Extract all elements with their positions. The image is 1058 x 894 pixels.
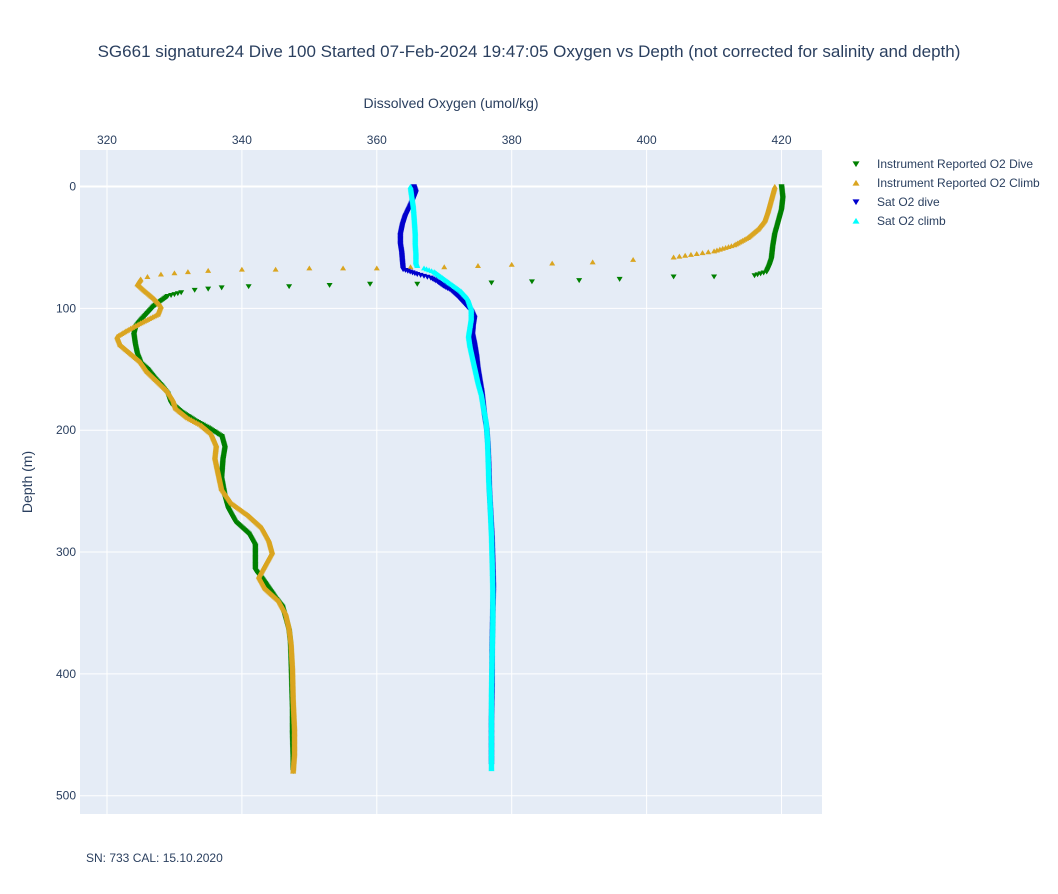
data-point xyxy=(414,263,421,268)
legend-marker xyxy=(852,161,860,168)
data-point xyxy=(340,265,347,271)
data-point xyxy=(171,270,178,276)
data-point xyxy=(306,265,313,271)
legend-marker xyxy=(852,217,860,224)
data-point xyxy=(245,284,252,290)
legend-item[interactable]: Sat O2 dive xyxy=(852,195,941,209)
legend-item[interactable]: Instrument Reported O2 Climb xyxy=(852,176,1041,190)
data-point xyxy=(238,266,245,272)
data-point xyxy=(549,260,556,266)
legend-label: Sat O2 dive xyxy=(877,195,940,209)
data-point xyxy=(290,768,297,774)
legend-item[interactable]: Instrument Reported O2 Dive xyxy=(852,157,1034,171)
data-point xyxy=(528,279,535,285)
y-axis-title: Depth (m) xyxy=(19,451,35,513)
x-tick-label: 420 xyxy=(772,133,792,147)
legend: Instrument Reported O2 Dive Instrument Re… xyxy=(852,157,1041,228)
legend-label: Instrument Reported O2 Dive xyxy=(877,157,1033,171)
y-axis-ticks: 0 100 200 300 400 500 xyxy=(56,180,76,803)
data-point xyxy=(157,271,164,277)
y-tick-label: 300 xyxy=(56,545,76,559)
x-tick-label: 400 xyxy=(637,133,657,147)
data-point xyxy=(205,286,212,292)
x-axis-title: Dissolved Oxygen (umol/kg) xyxy=(363,95,538,111)
data-point xyxy=(576,278,583,284)
data-point xyxy=(286,284,293,290)
data-point xyxy=(670,254,677,260)
x-tick-label: 360 xyxy=(367,133,387,147)
data-point xyxy=(693,251,700,256)
series-instrument-reported-o2-climb xyxy=(114,183,778,774)
legend-label: Sat O2 climb xyxy=(877,214,946,228)
data-point xyxy=(373,265,380,271)
data-point xyxy=(630,256,637,262)
legend-label: Instrument Reported O2 Climb xyxy=(877,176,1040,190)
data-point xyxy=(711,248,718,254)
plot-area[interactable] xyxy=(80,150,822,814)
y-tick-label: 100 xyxy=(56,301,76,315)
data-point xyxy=(407,264,414,270)
data-point xyxy=(441,264,448,270)
grid-lines xyxy=(80,150,822,814)
y-tick-label: 0 xyxy=(69,180,76,194)
data-point xyxy=(705,249,712,255)
y-tick-label: 400 xyxy=(56,667,76,681)
data-point xyxy=(474,263,481,268)
data-point xyxy=(682,252,689,258)
data-point xyxy=(699,250,706,256)
data-point xyxy=(414,281,421,287)
data-point xyxy=(205,267,212,273)
series-sat-o2-climb xyxy=(407,183,496,772)
y-tick-label: 500 xyxy=(56,789,76,803)
data-point xyxy=(616,276,623,282)
data-point xyxy=(508,261,515,267)
x-axis-ticks: 320 340 360 380 400 420 xyxy=(97,133,792,147)
data-point xyxy=(184,269,191,275)
footnote: SN: 733 CAL: 15.10.2020 xyxy=(86,851,223,865)
x-tick-label: 320 xyxy=(97,133,117,147)
data-point xyxy=(144,274,151,279)
legend-item[interactable]: Sat O2 climb xyxy=(852,214,947,228)
data-point xyxy=(589,259,596,265)
data-point xyxy=(191,287,198,293)
series-layer xyxy=(114,183,786,775)
data-point xyxy=(218,285,225,291)
legend-marker xyxy=(852,179,860,186)
data-point xyxy=(711,274,718,280)
data-point xyxy=(687,251,694,257)
data-point xyxy=(488,766,495,772)
data-point xyxy=(488,280,495,286)
x-tick-label: 340 xyxy=(232,133,252,147)
legend-marker xyxy=(852,199,860,206)
data-point xyxy=(676,253,683,259)
x-tick-label: 380 xyxy=(502,133,522,147)
data-point xyxy=(326,282,333,288)
data-point xyxy=(751,273,758,279)
data-point xyxy=(367,281,374,287)
chart-title: SG661 signature24 Dive 100 Started 07-Fe… xyxy=(98,42,961,61)
y-tick-label: 200 xyxy=(56,423,76,437)
data-point xyxy=(272,266,279,272)
data-point xyxy=(670,274,677,280)
